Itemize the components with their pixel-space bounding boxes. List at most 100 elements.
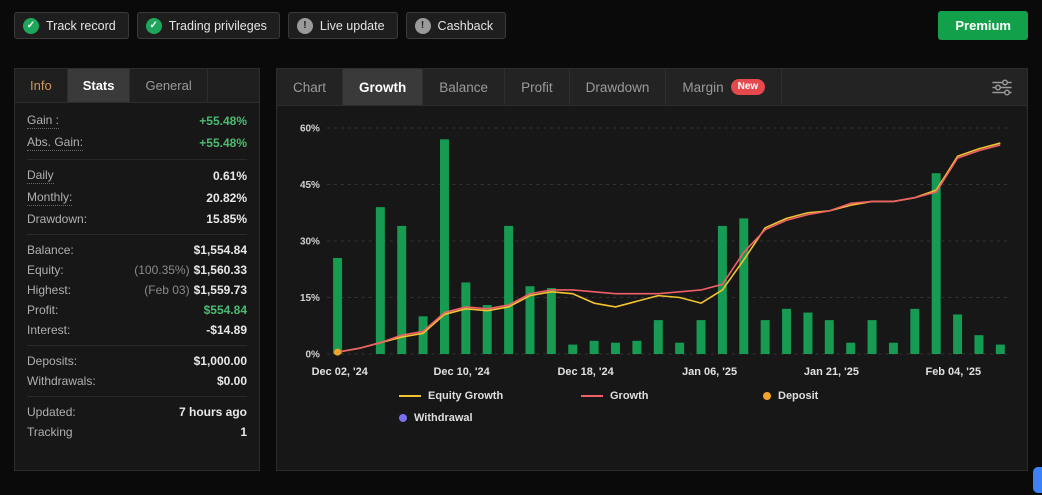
tab-drawdown[interactable]: Drawdown: [570, 69, 667, 105]
stat-label: Gain :: [27, 113, 60, 129]
stat-label: Tracking: [27, 425, 73, 439]
svg-text:15%: 15%: [300, 293, 320, 304]
badge-live-update[interactable]: ! Live update: [287, 12, 398, 39]
badge-label: Live update: [319, 18, 385, 33]
legend-label: Deposit: [778, 390, 819, 402]
stat-label: Deposits:: [27, 354, 78, 368]
tab-info[interactable]: Info: [15, 69, 68, 102]
tab-margin[interactable]: Margin New: [666, 69, 783, 105]
stat-row-updated: Updated: 7 hours ago: [27, 402, 247, 422]
stat-label: Highest:: [27, 283, 72, 297]
stat-value: 0.61%: [212, 169, 247, 183]
stat-value: (Feb 03) $1,559.73: [144, 283, 247, 297]
badge-trading-privileges[interactable]: ✓ Trading privileges: [136, 12, 280, 39]
legend-row: Withdrawal: [399, 412, 1017, 424]
tab-general[interactable]: General: [130, 69, 208, 102]
page: ✓ Track record ✓ Trading privileges! Live up…: [0, 11, 1042, 493]
legend-label: Equity Growth: [428, 390, 504, 402]
check-icon: ✓: [145, 17, 162, 34]
badge-track-record[interactable]: ✓ Track record: [14, 12, 129, 39]
svg-text:0%: 0%: [306, 349, 321, 360]
chart-tabs: Chart Growth Balance Profit Drawdown Margin Ne…: [277, 69, 783, 105]
tab-growth[interactable]: Growth: [343, 69, 424, 105]
check-icon: ✓: [23, 17, 39, 34]
stat-value: $1,554.84: [193, 243, 247, 257]
stat-row-gain: Gain : +55.48%: [27, 110, 247, 132]
legend-item-withdrawal[interactable]: Withdrawal: [399, 412, 581, 424]
stat-row-daily: Daily 0.61%: [27, 165, 247, 187]
tab-balance[interactable]: Balance: [423, 69, 506, 105]
stat-label: Monthly:: [27, 190, 73, 206]
stat-value: 15.85%: [206, 212, 247, 226]
exclamation-icon: !: [414, 17, 431, 34]
svg-text:Jan 21, '25: Jan 21, '25: [804, 366, 859, 378]
premium-button[interactable]: Premium: [938, 11, 1028, 40]
stat-label: Withdrawals:: [27, 374, 96, 388]
badge-label: Trading privileges: [168, 18, 267, 33]
svg-text:60%: 60%: [300, 123, 320, 134]
new-badge: New: [730, 79, 766, 95]
stat-value-muted: (100.35%): [134, 263, 190, 277]
growth-chart-svg[interactable]: 0% 15% 30% 45% 60% Dec 02, '24 Dec 10, '24 Dec …: [287, 116, 1017, 384]
stat-label: Drawdown:: [27, 212, 88, 226]
legend-item-equity-growth[interactable]: Equity Growth: [399, 390, 581, 402]
chart-settings-icon[interactable]: [977, 69, 1027, 105]
tab-label: Drawdown: [585, 79, 650, 95]
stats-group: Balance: $1,554.84 Equity: (100.35%) $1,560.…: [27, 235, 247, 346]
tab-label: Margin: [682, 79, 724, 95]
stat-value: 7 hours ago: [178, 405, 247, 419]
tab-chart[interactable]: Chart: [277, 69, 344, 105]
stat-label: Interest:: [27, 323, 71, 337]
legend-item-growth[interactable]: Growth: [581, 390, 763, 402]
stat-row-monthly: Monthly: 20.82%: [27, 187, 247, 209]
status-badges: ✓ Track record ✓ Trading privileges! Live up…: [14, 12, 507, 39]
badge-label: Track record: [46, 18, 116, 33]
stat-value: $0.00: [216, 374, 247, 388]
chart-panel: Chart Growth Balance Profit Drawdown Margin Ne…: [276, 68, 1028, 471]
stat-row-balance: Balance: $1,554.84: [27, 240, 247, 260]
stat-row-drawdown: Drawdown: 15.85%: [27, 209, 247, 229]
stats-panel-tabs: Info Stats General: [15, 69, 259, 103]
stat-row-tracking: Tracking 1: [27, 422, 247, 442]
content: Info Stats General Gain : +55.48% Abs. Gain:…: [0, 40, 1042, 471]
stat-label: Balance:: [27, 243, 74, 257]
tab-label: Chart: [293, 79, 327, 95]
chat-widget[interactable]: [1033, 467, 1042, 493]
stat-value: $1,000.00: [193, 354, 247, 368]
svg-text:Dec 02, '24: Dec 02, '24: [312, 366, 369, 378]
chart-legend: Equity Growth Growth Deposit Withdrawal: [287, 384, 1017, 424]
stat-label: Abs. Gain:: [27, 135, 84, 151]
chart-tabs-bar: Chart Growth Balance Profit Drawdown Margin Ne…: [277, 69, 1027, 106]
withdrawal-swatch: [399, 414, 407, 422]
badge-label: Cashback: [437, 18, 494, 33]
badge-cashback[interactable]: ! Cashback: [405, 12, 507, 39]
stat-value: -$14.89: [206, 323, 247, 337]
stat-value: 20.82%: [206, 191, 247, 205]
stat-value: +55.48%: [199, 136, 247, 150]
tab-label: Balance: [439, 79, 489, 95]
stat-row-profit: Profit: $554.84: [27, 300, 247, 320]
tab-label: Profit: [521, 79, 553, 95]
stat-value-muted: (Feb 03): [144, 283, 190, 297]
svg-text:Dec 10, '24: Dec 10, '24: [433, 366, 490, 378]
tab-profit[interactable]: Profit: [505, 69, 570, 105]
svg-text:45%: 45%: [300, 180, 320, 191]
legend-row: Equity Growth Growth Deposit: [399, 390, 1017, 402]
stat-row-highest: Highest: (Feb 03) $1,559.73: [27, 280, 247, 300]
tab-label: Growth: [359, 79, 407, 95]
stat-label: Updated:: [27, 405, 76, 419]
stats-group: Updated: 7 hours ago Tracking 1: [27, 397, 247, 447]
svg-text:Feb 04, '25: Feb 04, '25: [926, 366, 982, 378]
svg-text:30%: 30%: [300, 236, 320, 247]
stat-value: +55.48%: [199, 114, 247, 128]
deposit-swatch: [763, 392, 771, 400]
svg-text:Jan 06, '25: Jan 06, '25: [682, 366, 737, 378]
growth-chart: 0% 15% 30% 45% 60% Dec 02, '24 Dec 10, '24 Dec …: [277, 106, 1027, 434]
stat-row-interest: Interest: -$14.89: [27, 320, 247, 340]
stat-row-deposits: Deposits: $1,000.00: [27, 351, 247, 371]
stat-value: 1: [240, 425, 247, 439]
tab-stats[interactable]: Stats: [67, 69, 131, 102]
stats-panel: Info Stats General Gain : +55.48% Abs. Gain:…: [14, 68, 260, 471]
stat-label: Profit:: [27, 303, 59, 317]
legend-item-deposit[interactable]: Deposit: [763, 390, 945, 402]
